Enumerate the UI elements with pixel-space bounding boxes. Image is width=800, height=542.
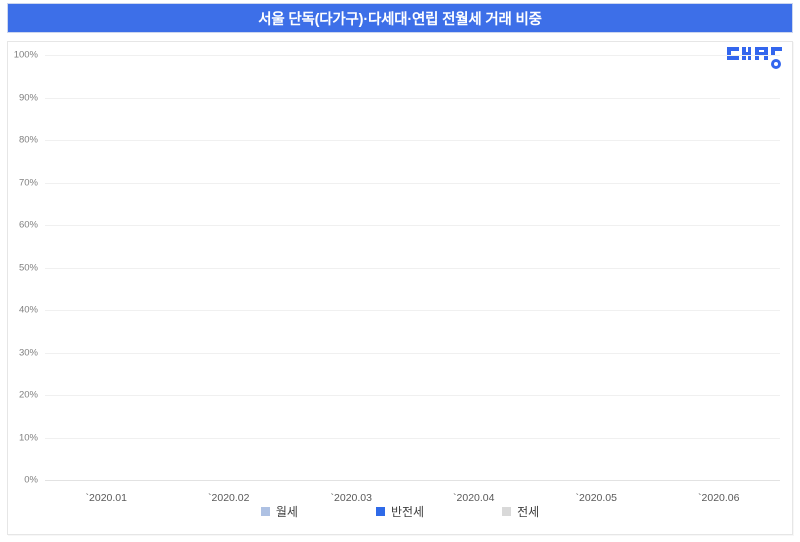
legend-item-jeonse[interactable]: 전세 <box>502 503 539 520</box>
chart-title-bar: 서울 단독(다가구)·다세대·연립 전월세 거래 비중 <box>7 3 793 33</box>
bar-group[interactable]: `2020.03 <box>327 55 375 504</box>
ytick-label: 40% <box>18 304 38 316</box>
legend-label: 반전세 <box>390 505 425 519</box>
xtick-label: `2020.02 <box>208 492 250 504</box>
legend-label: 월세 <box>275 505 298 519</box>
dabang-logo-icon <box>726 45 784 71</box>
xtick-label: `2020.03 <box>330 492 372 504</box>
ytick-label: 30% <box>18 347 38 358</box>
gridline-20: 20% <box>19 390 780 401</box>
gridline-70: 70% <box>19 177 780 188</box>
ytick-label: 50% <box>18 262 38 273</box>
gridline-40: 40% <box>19 305 780 316</box>
ytick-label: 70% <box>18 177 38 188</box>
gridline-100: 100% <box>14 50 780 61</box>
legend-swatch-icon <box>260 507 270 516</box>
ytick-label: 0% <box>24 474 38 486</box>
gridline-60: 60% <box>19 220 780 231</box>
ytick-label: 80% <box>18 134 38 146</box>
ytick-label: 20% <box>18 389 38 401</box>
xtick-label: `2020.05 <box>575 492 617 504</box>
bar-group[interactable]: `2020.05 <box>572 55 620 504</box>
chart-legend: 월세 반전세 전세 <box>8 503 792 520</box>
page-title: 서울 단독(다가구)·다세대·연립 전월세 거래 비중 <box>258 11 542 28</box>
xtick-label: `2020.04 <box>453 492 495 504</box>
legend-swatch-icon <box>375 507 385 516</box>
legend-swatch-icon <box>502 507 512 516</box>
legend-item-wolse[interactable]: 월세 <box>260 503 298 520</box>
gridline-90: 90% <box>19 92 780 103</box>
ytick-label: 100% <box>13 49 38 61</box>
bar-group[interactable]: `2020.02 <box>205 55 253 504</box>
bar-series-container: `2020.01 `2020.02 `2020.03 `2020.04 `2020.05… <box>45 55 780 504</box>
chart-panel: 100% 90% 80% 70% 60% 50% 40% 30% 20% 10%… <box>7 41 793 535</box>
gridline-10: 10% <box>19 432 780 443</box>
gridline-80: 80% <box>19 135 780 146</box>
ytick-label: 60% <box>18 219 38 231</box>
plot-area: 100% 90% 80% 70% 60% 50% 40% 30% 20% 10%… <box>14 50 780 504</box>
ytick-label: 10% <box>18 432 38 443</box>
bar-group[interactable]: `2020.01 <box>82 55 130 504</box>
gridline-30: 30% <box>19 347 780 358</box>
legend-label: 전세 <box>517 505 540 519</box>
bar-group[interactable]: `2020.04 <box>450 55 498 504</box>
gridline-0: 0% <box>24 475 780 486</box>
ytick-label: 90% <box>18 92 38 103</box>
xtick-label: `2020.06 <box>698 492 740 504</box>
gridline-50: 50% <box>19 262 780 273</box>
bar-group[interactable]: `2020.06 <box>695 55 743 504</box>
xtick-label: `2020.01 <box>85 492 127 504</box>
legend-item-banjeonse[interactable]: 반전세 <box>375 503 425 520</box>
